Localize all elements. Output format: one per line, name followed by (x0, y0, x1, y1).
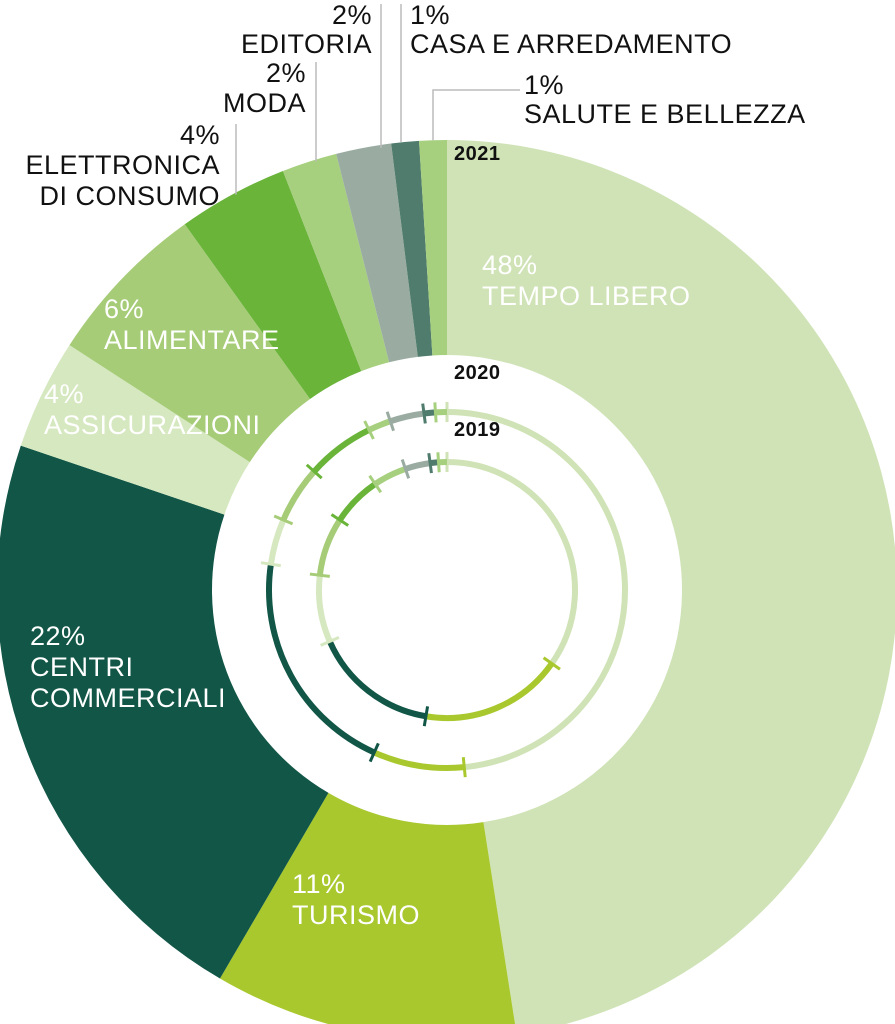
arc-2020-editoria (389, 410, 425, 425)
tick-2020-alimentare (273, 514, 294, 526)
label-casa-e-arredamento: 1% CASA E ARREDAMENTO (410, 0, 732, 59)
tick-2019-moda (368, 474, 383, 494)
inner-rings (260, 402, 628, 778)
leader-lines (235, 4, 520, 195)
label-elettronica-di-consumo: ELETTRONICA DI CONSUMO (25, 150, 220, 211)
tick-2020-salute-e-bellezza (433, 402, 438, 423)
arc-2019-moda (373, 466, 407, 487)
segment-labels: 48% TEMPO LIBERO 11% TURISMO 22% CENTRI COMMER… (25, 0, 805, 930)
arc-2019-assicurazioni (316, 574, 333, 643)
slice-editoria (336, 143, 418, 363)
tick-2020-centri-commerciali (368, 742, 380, 763)
arc-2020-turismo (373, 749, 465, 771)
slice-alimentare (69, 224, 311, 463)
year-label-2020: 2020 (454, 362, 501, 384)
label-turismo: 11% TURISMO (292, 869, 420, 930)
tick-2020-casa-e-arredamento (421, 403, 427, 424)
label-alimentare: 6% ALIMENTARE (104, 294, 280, 355)
arc-2020-casa-e-arredamento (423, 409, 436, 417)
label-tempo-libero: 48% TEMPO LIBERO (482, 250, 691, 311)
label-assicurazioni: 4% ASSICURAZIONI (44, 379, 261, 440)
slice-assicurazioni (20, 345, 250, 515)
leader-salute-e-bellezza (432, 89, 520, 141)
arc-2020-moda (367, 418, 392, 433)
tick-2019-elettronica-di-consumo (330, 513, 350, 527)
arc-2019-tempo-libero (446, 459, 578, 666)
label-centri-commerciali: 22% CENTRI COMMERCIALI (30, 621, 226, 713)
arc-2019-elettronica-di-consumo (337, 481, 377, 522)
arc-2020-alimentare (280, 469, 317, 522)
slice-tempo-libero (447, 140, 895, 1024)
arc-2019-alimentare (316, 518, 343, 576)
tick-2020-moda (363, 420, 375, 440)
slice-centri-commerciali (0, 445, 329, 979)
arc-2019-centri-commerciali (327, 640, 427, 720)
ring-2021 (0, 140, 895, 1024)
year-label-2021: 2021 (454, 143, 501, 165)
tick-2019-assicurazioni (320, 636, 340, 647)
tick-2020-editoria (385, 411, 395, 432)
arc-2020-centri-commerciali (266, 563, 376, 756)
arc-2019-editoria (404, 460, 431, 472)
tick-2019-alimentare (309, 572, 330, 578)
slice-turismo (219, 792, 516, 1024)
ring-2019 (309, 452, 578, 727)
tick-2019-casa-e-arredamento (427, 453, 433, 474)
tick-2019-turismo (542, 656, 561, 671)
arc-2019-turismo (425, 661, 555, 721)
arc-2020-elettronica-di-consumo (311, 427, 371, 474)
slice-elettronica-di-consumo (184, 170, 362, 400)
tick-2019-salute-e-bellezza (436, 452, 441, 473)
slice-salute-e-bellezza (419, 140, 447, 356)
tick-2020-turismo (461, 757, 467, 778)
label-editoria: 2% EDITORIA (241, 0, 372, 59)
label-pct-elettronica-di-consumo: 4% (180, 120, 220, 150)
tick-2020-elettronica-di-consumo (305, 463, 323, 480)
arc-2020-assicurazioni (267, 518, 287, 565)
tick-2020-assicurazioni (260, 561, 281, 568)
label-moda: 2% MODA (223, 58, 306, 118)
arc-2020-tempo-libero (446, 409, 628, 771)
label-salute-e-bellezza: 1% SALUTE E BELLEZZA (524, 70, 806, 129)
slice-casa-e-arredamento (391, 140, 433, 357)
ring-2020 (260, 402, 628, 778)
slice-moda (282, 153, 390, 372)
year-label-2019: 2019 (454, 419, 501, 441)
tick-2019-editoria (400, 458, 411, 479)
tick-2019-centri-commerciali (422, 706, 430, 727)
